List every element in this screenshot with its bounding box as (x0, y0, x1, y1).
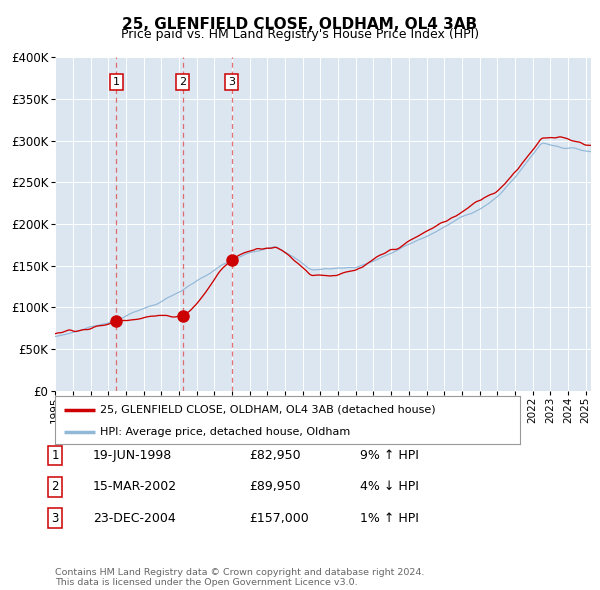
Text: 2: 2 (179, 77, 186, 87)
Text: 19-JUN-1998: 19-JUN-1998 (93, 449, 172, 462)
Text: 1: 1 (113, 77, 120, 87)
Text: £82,950: £82,950 (249, 449, 301, 462)
Text: £157,000: £157,000 (249, 512, 309, 525)
Text: Price paid vs. HM Land Registry's House Price Index (HPI): Price paid vs. HM Land Registry's House … (121, 28, 479, 41)
Text: 25, GLENFIELD CLOSE, OLDHAM, OL4 3AB: 25, GLENFIELD CLOSE, OLDHAM, OL4 3AB (122, 17, 478, 31)
Text: 3: 3 (228, 77, 235, 87)
Text: Contains HM Land Registry data © Crown copyright and database right 2024.
This d: Contains HM Land Registry data © Crown c… (55, 568, 425, 587)
Text: 23-DEC-2004: 23-DEC-2004 (93, 512, 176, 525)
Text: 3: 3 (52, 512, 59, 525)
Text: 4% ↓ HPI: 4% ↓ HPI (360, 480, 419, 493)
Text: £89,950: £89,950 (249, 480, 301, 493)
Text: 9% ↑ HPI: 9% ↑ HPI (360, 449, 419, 462)
Text: 1% ↑ HPI: 1% ↑ HPI (360, 512, 419, 525)
Text: 2: 2 (52, 480, 59, 493)
Text: HPI: Average price, detached house, Oldham: HPI: Average price, detached house, Oldh… (100, 427, 350, 437)
Text: 1: 1 (52, 449, 59, 462)
Text: 25, GLENFIELD CLOSE, OLDHAM, OL4 3AB (detached house): 25, GLENFIELD CLOSE, OLDHAM, OL4 3AB (de… (100, 405, 436, 415)
Text: 15-MAR-2002: 15-MAR-2002 (93, 480, 177, 493)
